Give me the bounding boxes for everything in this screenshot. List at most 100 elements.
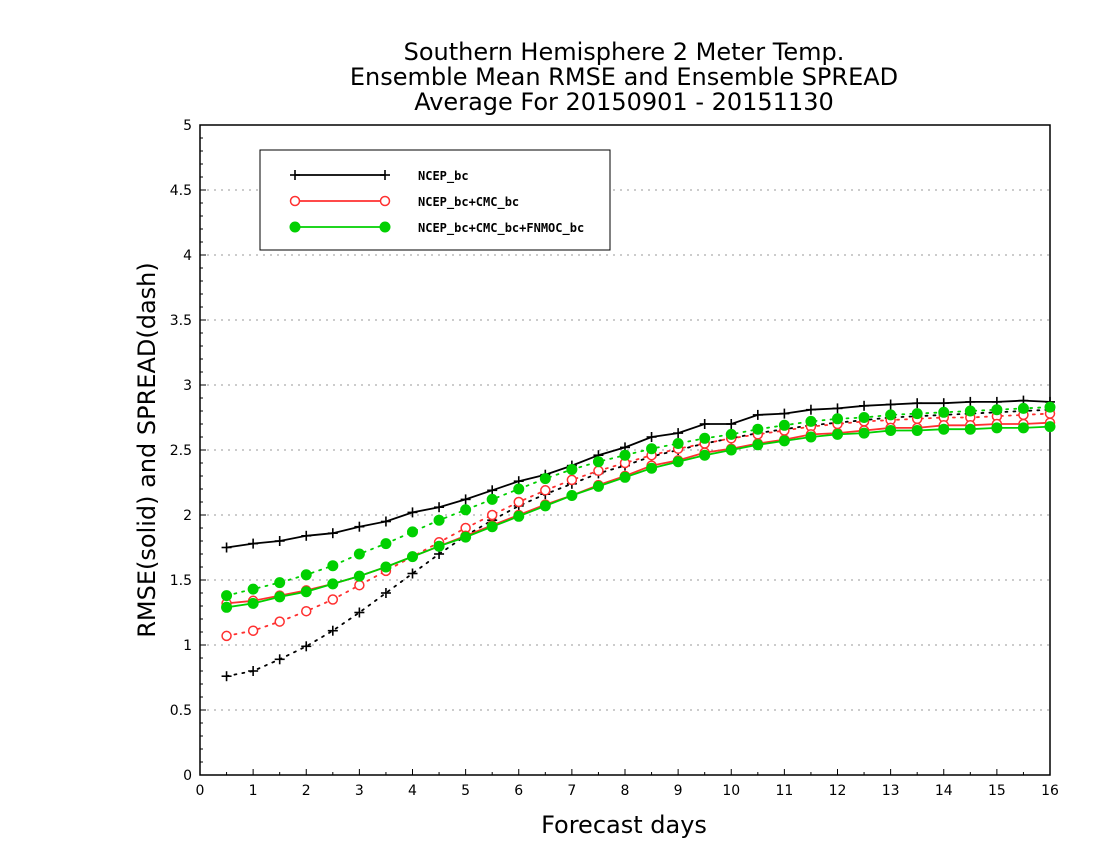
rmse-point xyxy=(832,428,843,440)
y-tick-label: 0.5 xyxy=(170,703,192,719)
spread-point xyxy=(646,443,658,455)
rmse-point xyxy=(274,536,285,546)
rmse-point xyxy=(300,586,312,598)
rmse-point xyxy=(592,480,604,492)
spread-line xyxy=(225,412,1051,637)
spread-point xyxy=(593,465,604,477)
rmse-point xyxy=(247,597,259,609)
spread-point xyxy=(460,504,472,516)
legend-marker xyxy=(379,195,391,207)
rmse-point xyxy=(619,471,631,483)
rmse-point xyxy=(912,398,923,409)
rmse-point xyxy=(566,490,578,501)
rmse-point xyxy=(221,601,233,613)
chart-title: Southern Hemisphere 2 Meter Temp. Ensemb… xyxy=(350,38,898,116)
spread-point xyxy=(513,496,524,508)
rmse-point xyxy=(911,425,923,436)
rmse-point xyxy=(1044,421,1056,433)
x-tick-label: 15 xyxy=(988,783,1006,799)
legend-entry: NCEP_bc xyxy=(290,169,469,184)
x-tick-label: 5 xyxy=(461,783,470,799)
spread-point xyxy=(513,483,525,495)
spread-point xyxy=(539,473,551,485)
spread-point xyxy=(407,568,418,579)
rmse-point xyxy=(487,485,498,496)
spread-point xyxy=(911,408,923,420)
rmse-point xyxy=(885,399,896,410)
rmse-point xyxy=(832,403,843,414)
spread-line xyxy=(225,408,1051,678)
spread-point xyxy=(699,432,711,444)
rmse-point xyxy=(725,444,737,456)
rmse-point xyxy=(673,428,684,439)
legend-marker xyxy=(379,221,391,233)
spread-line xyxy=(225,406,1051,597)
rmse-line xyxy=(226,425,1051,609)
spread-point xyxy=(274,654,285,665)
rmse-point xyxy=(726,419,737,429)
spread-point xyxy=(486,509,498,521)
rmse-point xyxy=(407,507,418,518)
x-tick-label: 1 xyxy=(249,783,258,799)
rmse-point xyxy=(407,551,418,563)
spread-point xyxy=(778,419,790,431)
legend-label: NCEP_bc+CMC_bc+FNMOC_bc xyxy=(418,221,584,236)
rmse-point xyxy=(859,400,870,411)
x-tick-label: 10 xyxy=(722,783,740,799)
y-axis: 0 0.5 1 1.5 2 2.5 3 3.5 4 4.5 5 xyxy=(170,118,206,784)
rmse-point xyxy=(380,516,391,527)
legend-marker xyxy=(380,170,390,180)
x-tick-label: 11 xyxy=(775,783,793,799)
rmse-point xyxy=(752,439,764,451)
spread-point xyxy=(327,594,339,605)
x-tick-label: 7 xyxy=(567,783,576,799)
spread-point xyxy=(301,605,312,617)
spread-point xyxy=(566,464,578,475)
rmse-point xyxy=(353,570,365,582)
y-tick-label: 5 xyxy=(183,118,192,134)
y-tick-label: 4.5 xyxy=(170,183,192,199)
x-tick-label: 4 xyxy=(408,783,417,799)
x-tick-label: 8 xyxy=(621,783,630,799)
rmse-point xyxy=(221,542,232,553)
spread-point xyxy=(1017,402,1029,414)
rmse-point xyxy=(699,449,711,461)
x-tick-label: 9 xyxy=(674,783,683,799)
rmse-point xyxy=(327,578,339,590)
spread-point xyxy=(353,548,365,560)
spread-point xyxy=(964,405,976,417)
rmse-point xyxy=(965,396,976,407)
spread-point xyxy=(354,607,365,618)
rmse-point xyxy=(539,500,551,512)
chart-title-line-2: Ensemble Mean RMSE and Ensemble SPREAD xyxy=(350,63,898,91)
rmse-line xyxy=(226,421,1051,605)
x-axis-label: Forecast days xyxy=(541,811,707,839)
spread-point xyxy=(247,583,259,595)
spread-point xyxy=(221,671,232,682)
x-tick-label: 13 xyxy=(882,783,900,799)
rmse-point xyxy=(805,404,816,415)
spread-point xyxy=(672,438,684,449)
x-tick-label: 16 xyxy=(1041,783,1059,799)
rmse-point xyxy=(938,423,950,435)
spread-point xyxy=(858,412,870,423)
spread-point xyxy=(327,625,338,636)
rmse-point xyxy=(991,422,1003,434)
rmse-point xyxy=(672,456,684,468)
spread-point xyxy=(885,409,897,421)
spread-point xyxy=(725,428,737,440)
chart-title-line-3: Average For 20150901 - 20151130 xyxy=(414,88,834,116)
rmse-point xyxy=(354,521,365,532)
legend: NCEP_bc NCEP_bc+CMC_bc NCEP_bc+CMC_bc+FNMO… xyxy=(259,149,611,251)
spread-point xyxy=(407,526,418,538)
chart-title-line-1: Southern Hemisphere 2 Meter Temp. xyxy=(404,38,845,66)
x-tick-label: 14 xyxy=(935,783,953,799)
legend-label: NCEP_bc xyxy=(418,169,469,184)
legend-marker xyxy=(289,195,301,207)
spread-point xyxy=(380,538,392,550)
series-1 xyxy=(221,408,1056,642)
series-layer xyxy=(221,395,1056,682)
legend-label: NCEP_bc+CMC_bc xyxy=(418,195,519,210)
y-tick-label: 2.5 xyxy=(170,443,192,459)
